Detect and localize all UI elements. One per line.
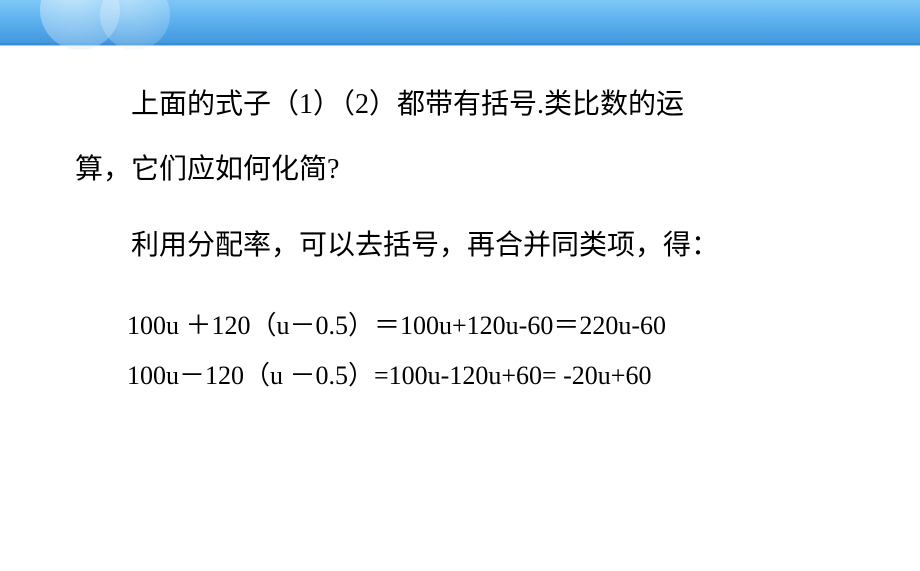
slide-content: 上面的式子（1）（2）都带有括号.类比数的运 算，它们应如何化简? 利用分配率，… [75,80,845,400]
paragraph-1-line-2: 算，它们应如何化简? [75,145,845,195]
equation-2: 100u－120（u －0.5）=100u-120u+60= -20u+60 [127,351,845,400]
header-bar [0,0,920,45]
paragraph-1-line-1: 上面的式子（1）（2）都带有括号.类比数的运 [75,80,845,130]
paragraph-2: 利用分配率，可以去括号，再合并同类项，得： [75,221,845,271]
equation-1: 100u ＋120（u－0.5）＝100u+120u-60＝220u-60 [127,301,845,350]
decorative-bubble-2 [100,0,170,50]
